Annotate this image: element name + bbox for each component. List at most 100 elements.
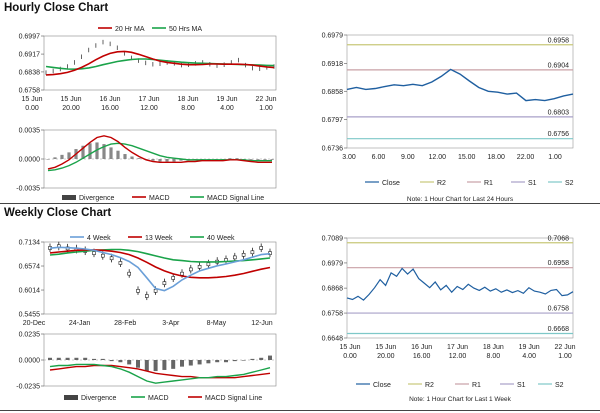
hourly-24h-plot-frame xyxy=(346,34,574,149)
hourly-price-x-tick-time-1: 20.00 xyxy=(62,105,80,112)
weekly-1w-y-tick-2: 0.6868 xyxy=(322,286,344,293)
weekly-price-candle-body-9 xyxy=(127,271,131,276)
weekly-macd-divergence-bar-12 xyxy=(153,360,158,372)
hourly-price-x-tick-date-5: 19 Jun xyxy=(216,96,237,103)
hourly-macd-divergence-bar-13 xyxy=(137,158,141,159)
weekly-macd-legend-macd-label: MACD xyxy=(148,395,169,402)
weekly-macd-divergence-bar-14 xyxy=(171,360,176,369)
weekly-macd-divergence-bar-7 xyxy=(109,360,114,362)
hourly-price-legend-ma20-label: 20 Hr MA xyxy=(115,26,145,33)
weekly-price-candle-body-12 xyxy=(153,289,158,293)
hourly-price-x-tick-date-4: 18 Jun xyxy=(177,96,198,103)
weekly-price-legend-13week-label: 13 Week xyxy=(145,235,173,242)
hourly-price-x-tick-date-0: 15 Jun xyxy=(21,96,42,103)
hourly-24h-x-tick-5: 18.00 xyxy=(487,154,505,161)
weekly-macd-divergence-bar-18 xyxy=(206,360,211,364)
hourly-macd-divergence-bar-5 xyxy=(81,145,85,159)
hourly-macd-divergence-bar-6 xyxy=(88,143,92,159)
hourly-macd-y-tick-0: 0.0035 xyxy=(19,128,41,135)
hourly-macd-legend-signal-label: MACD Signal Line xyxy=(207,195,264,202)
weekly-1w-x-tick-time-0: 0.00 xyxy=(343,353,357,360)
hourly-macd-y-tick-2: -0.0035 xyxy=(16,186,40,193)
weekly-macd-divergence-bar-19 xyxy=(215,360,220,363)
weekly-macd-divergence-bar-9 xyxy=(127,360,132,365)
hourly-price-y-tick-3: 0.6758 xyxy=(19,88,41,95)
weekly-price-legend-40week-label: 40 Week xyxy=(207,235,235,242)
hourly-price-ma20-line xyxy=(45,50,275,76)
hourly-24h-legend-close-label: Close xyxy=(382,180,400,187)
weekly-1w-x-tick-time-2: 16.00 xyxy=(413,353,431,360)
hourly-macd-divergence-bar-12 xyxy=(130,156,134,159)
hourly-macd-legend-divergence-label: Divergence xyxy=(79,195,115,202)
weekly-price-candle-body-18 xyxy=(206,262,211,267)
hourly-price-y-tick-0: 0.6997 xyxy=(19,34,41,41)
hourly-price-plot-frame xyxy=(43,35,277,91)
weekly-macd-divergence-bar-8 xyxy=(118,360,123,363)
hourly-24h-x-tick-6: 22.00 xyxy=(517,154,535,161)
hourly-macd-divergence-bar-29 xyxy=(249,159,253,160)
hourly-24h-x-tick-7: 1.00 xyxy=(548,154,562,161)
hourly-price-legend-ma50-label: 50 Hrs MA xyxy=(169,26,202,33)
weekly-macd-divergence-bar-23 xyxy=(250,358,255,360)
section-divider-bottom xyxy=(0,410,600,411)
hourly-macd-macd-line xyxy=(47,135,272,170)
weekly-1w-level-s1-label: 0.6758 xyxy=(548,306,570,313)
weekly-price-candle-body-16 xyxy=(189,267,193,272)
hourly-price-x-tick-time-4: 8.00 xyxy=(181,105,195,112)
weekly-price-40week-line xyxy=(49,248,271,263)
hourly-price-y-tick-2: 0.6838 xyxy=(19,69,41,76)
weekly-1w-y-tick-1: 0.6979 xyxy=(322,260,344,267)
hourly-macd-divergence-bar-18 xyxy=(172,159,176,162)
hourly-macd-divergence-bar-10 xyxy=(116,150,120,159)
hourly-macd-divergence-bar-2 xyxy=(60,154,64,159)
weekly-1w-x-tick-time-1: 20.00 xyxy=(377,353,395,360)
hourly-price-y-tick-1: 0.6917 xyxy=(19,52,41,59)
weekly-macd-y-tick-2: -0.0235 xyxy=(16,384,40,391)
weekly-1w-x-tick-date-1: 15 Jun xyxy=(375,344,396,351)
hourly-price-x-tick-time-5: 4.00 xyxy=(220,105,234,112)
weekly-macd-divergence-bar-21 xyxy=(232,360,237,362)
hourly-24h-note: Note: 1 Hour Chart for Last 24 Hours xyxy=(407,196,514,203)
hourly-macd-y-tick-1: 0.0000 xyxy=(19,157,41,164)
hourly-section-title: Hourly Close Chart xyxy=(4,2,109,14)
weekly-price-4week-line xyxy=(49,246,271,292)
hourly-price-x-tick-date-2: 16 Jun xyxy=(99,96,120,103)
weekly-1w-x-tick-time-5: 4.00 xyxy=(522,353,536,360)
weekly-macd-divergence-bar-13 xyxy=(162,360,167,370)
weekly-1w-x-tick-date-4: 18 Jun xyxy=(483,344,504,351)
weekly-macd-divergence-bar-3 xyxy=(74,357,79,360)
hourly-macd-divergence-bar-31 xyxy=(263,159,267,160)
hourly-macd-divergence-bar-0 xyxy=(46,159,50,160)
hourly-24h-level-s1-label: 0.6803 xyxy=(548,109,570,116)
weekly-1w-x-tick-date-3: 17 Jun xyxy=(447,344,468,351)
hourly-24h-level-r2-label: 0.6958 xyxy=(548,37,570,44)
hourly-macd-divergence-bar-32 xyxy=(270,159,274,160)
hourly-macd-divergence-bar-3 xyxy=(67,152,71,159)
weekly-price-candle-body-11 xyxy=(145,294,149,298)
weekly-price-candle-body-5 xyxy=(92,251,96,255)
weekly-1w-x-tick-date-5: 19 Jun xyxy=(519,344,540,351)
weekly-macd-divergence-bar-25 xyxy=(268,355,272,360)
weekly-price-candle-body-13 xyxy=(162,281,167,285)
weekly-price-candle-body-6 xyxy=(101,253,105,258)
weekly-1w-legend-s1-label: S1 xyxy=(517,382,526,389)
hourly-macd-divergence-bar-30 xyxy=(256,159,260,160)
hourly-macd-divergence-bar-8 xyxy=(102,144,106,159)
section-divider-top xyxy=(0,203,600,204)
weekly-price-candle-body-14 xyxy=(171,276,175,280)
weekly-price-candle-body-24 xyxy=(259,246,264,250)
hourly-macd-legend-divergence-swatch xyxy=(62,195,76,200)
weekly-macd-legend-divergence-label: Divergence xyxy=(81,395,117,402)
weekly-1w-x-tick-date-0: 15 Jun xyxy=(339,344,360,351)
hourly-price-x-tick-time-2: 16.00 xyxy=(101,105,119,112)
hourly-macd-divergence-bar-16 xyxy=(158,159,162,162)
weekly-1w-note: Note: 1 Hour Chart for Last 1 Week xyxy=(409,396,512,403)
weekly-price-y-tick-1: 0.6574 xyxy=(19,264,41,271)
hourly-macd-divergence-bar-27 xyxy=(235,158,239,159)
weekly-price-candle-body-17 xyxy=(197,265,202,269)
weekly-1w-y-tick-0: 0.7089 xyxy=(322,236,344,243)
hourly-macd-divergence-bar-11 xyxy=(123,154,127,159)
weekly-macd-divergence-bar-1 xyxy=(56,357,61,360)
weekly-macd-divergence-bar-24 xyxy=(259,357,264,360)
hourly-24h-legend-r1-label: R1 xyxy=(484,180,493,187)
